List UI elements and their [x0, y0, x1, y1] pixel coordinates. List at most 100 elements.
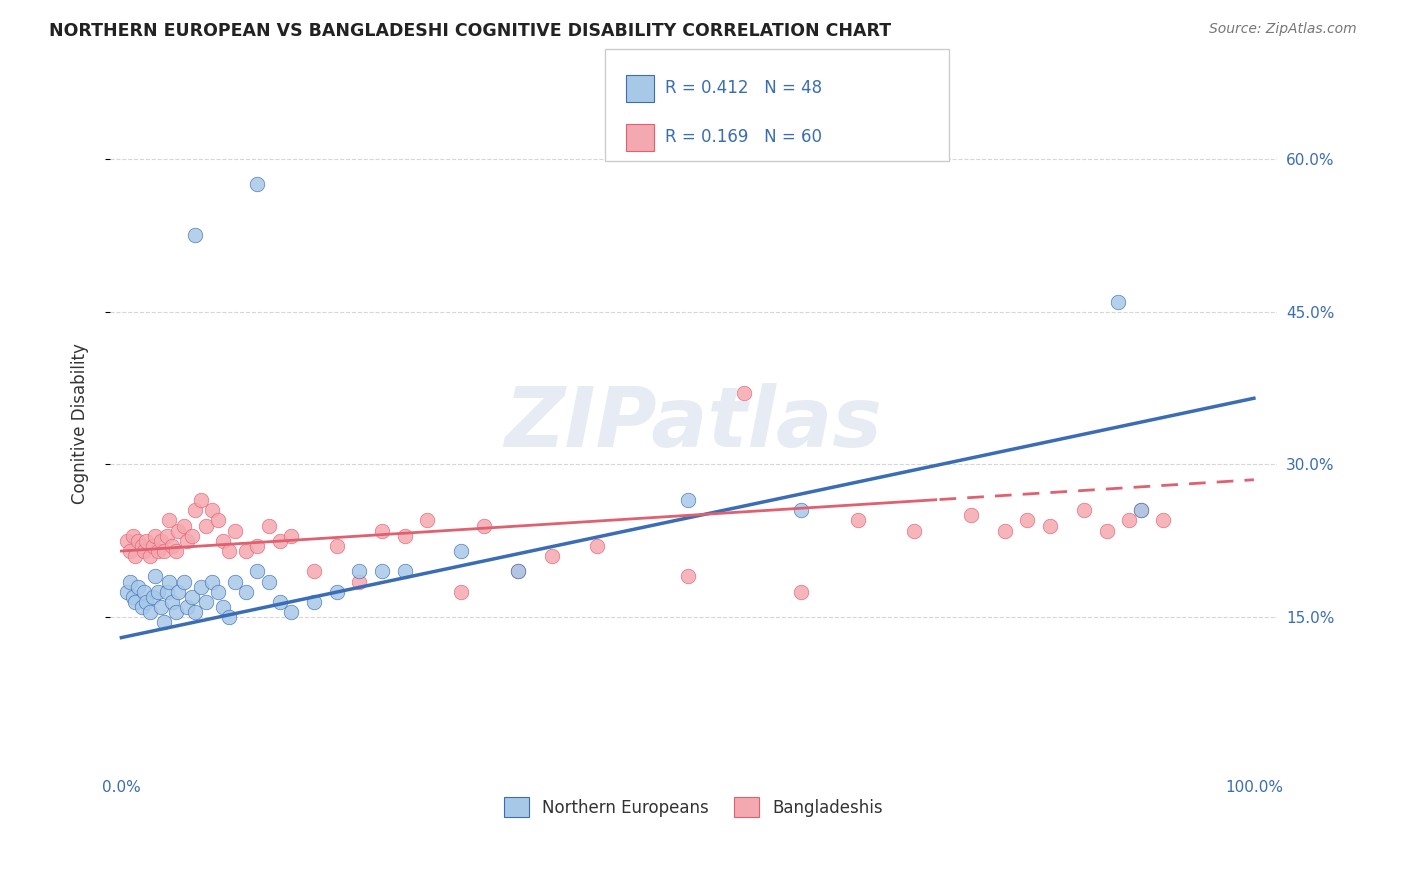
- Point: [150, 533, 173, 548]
- Point: [450, 584, 472, 599]
- Legend: Northern Europeans, Bangladeshis: Northern Europeans, Bangladeshis: [498, 790, 890, 824]
- Point: [846, 513, 869, 527]
- Text: ZIPatlas: ZIPatlas: [505, 384, 882, 464]
- Point: [165, 605, 187, 619]
- Point: [120, 574, 142, 589]
- Point: [506, 565, 529, 579]
- Point: [280, 529, 302, 543]
- Point: [1118, 513, 1140, 527]
- Point: [676, 493, 699, 508]
- Point: [224, 574, 246, 589]
- Point: [472, 518, 495, 533]
- Point: [1129, 503, 1152, 517]
- Point: [138, 605, 160, 619]
- Point: [201, 503, 224, 517]
- Point: [371, 524, 394, 538]
- Point: [190, 493, 212, 508]
- Point: [959, 508, 981, 523]
- Point: [184, 605, 207, 619]
- Point: [162, 595, 184, 609]
- Point: [115, 533, 138, 548]
- Point: [115, 584, 138, 599]
- Point: [121, 590, 143, 604]
- Point: [394, 529, 416, 543]
- Point: [120, 544, 142, 558]
- Point: [586, 539, 609, 553]
- Point: [195, 595, 218, 609]
- Point: [142, 590, 165, 604]
- Point: [145, 569, 167, 583]
- Point: [176, 600, 198, 615]
- Point: [506, 565, 529, 579]
- Point: [1129, 503, 1152, 517]
- Point: [138, 549, 160, 563]
- Point: [733, 386, 755, 401]
- Point: [146, 544, 169, 558]
- Point: [394, 565, 416, 579]
- Point: [127, 533, 149, 548]
- Point: [540, 549, 562, 563]
- Point: [156, 584, 179, 599]
- Point: [173, 518, 195, 533]
- Point: [235, 584, 257, 599]
- Point: [790, 503, 813, 517]
- Point: [1152, 513, 1174, 527]
- Point: [1095, 524, 1118, 538]
- Point: [212, 600, 235, 615]
- Point: [167, 524, 190, 538]
- Point: [153, 615, 176, 630]
- Point: [132, 544, 155, 558]
- Point: [207, 584, 229, 599]
- Point: [676, 569, 699, 583]
- Text: Source: ZipAtlas.com: Source: ZipAtlas.com: [1209, 22, 1357, 37]
- Point: [347, 574, 370, 589]
- Point: [1107, 294, 1129, 309]
- Point: [184, 503, 207, 517]
- Point: [280, 605, 302, 619]
- Point: [156, 529, 179, 543]
- Point: [157, 574, 180, 589]
- Point: [184, 228, 207, 243]
- Point: [246, 565, 269, 579]
- Point: [131, 600, 153, 615]
- Point: [218, 610, 240, 624]
- Point: [246, 178, 269, 192]
- Point: [1073, 503, 1095, 517]
- Point: [176, 533, 198, 548]
- Point: [246, 539, 269, 553]
- Point: [1017, 513, 1039, 527]
- Point: [165, 544, 187, 558]
- Point: [132, 584, 155, 599]
- Text: R = 0.169   N = 60: R = 0.169 N = 60: [665, 128, 823, 146]
- Point: [903, 524, 925, 538]
- Y-axis label: Cognitive Disability: Cognitive Disability: [72, 343, 89, 504]
- Point: [142, 539, 165, 553]
- Point: [150, 600, 173, 615]
- Point: [121, 529, 143, 543]
- Point: [302, 565, 325, 579]
- Point: [371, 565, 394, 579]
- Point: [325, 539, 347, 553]
- Point: [180, 529, 202, 543]
- Text: NORTHERN EUROPEAN VS BANGLADESHI COGNITIVE DISABILITY CORRELATION CHART: NORTHERN EUROPEAN VS BANGLADESHI COGNITI…: [49, 22, 891, 40]
- Point: [201, 574, 224, 589]
- Point: [994, 524, 1017, 538]
- Point: [124, 595, 146, 609]
- Point: [145, 529, 167, 543]
- Point: [135, 595, 157, 609]
- Point: [146, 584, 169, 599]
- Point: [190, 580, 212, 594]
- Point: [790, 584, 813, 599]
- Point: [218, 544, 240, 558]
- Point: [1039, 518, 1062, 533]
- Point: [269, 533, 291, 548]
- Point: [162, 539, 184, 553]
- Point: [450, 544, 472, 558]
- Point: [416, 513, 439, 527]
- Point: [257, 518, 280, 533]
- Point: [235, 544, 257, 558]
- Point: [207, 513, 229, 527]
- Point: [347, 565, 370, 579]
- Point: [127, 580, 149, 594]
- Point: [131, 539, 153, 553]
